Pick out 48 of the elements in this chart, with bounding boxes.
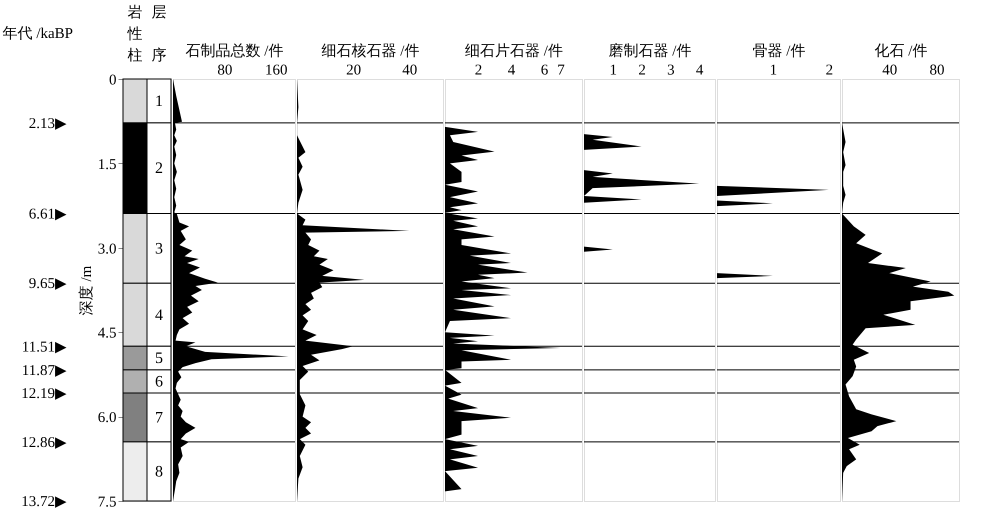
x-tick-label: 6 — [540, 62, 549, 78]
series-label: 4 — [155, 306, 163, 324]
y-tick-label: 6.0 — [98, 410, 116, 426]
x-axis-title: 细石片石器 /件 — [465, 42, 563, 60]
x-tick-label: 1 — [610, 62, 618, 78]
series-label: 3 — [155, 240, 163, 258]
text: 11.51▶ — [22, 339, 67, 356]
series-label: 1 — [155, 92, 163, 110]
x-tick-label: 4 — [696, 62, 704, 78]
x-tick-label: 2 — [474, 62, 482, 78]
text: 12.86▶ — [21, 434, 67, 451]
x-tick-label: 2 — [826, 62, 834, 78]
text: 13.72▶ — [21, 494, 67, 510]
x-tick-label: 40 — [882, 62, 898, 78]
x-tick-label: 7 — [557, 62, 566, 78]
text: 6.61▶ — [28, 206, 67, 222]
y-tick-label: 7.5 — [98, 494, 116, 510]
y-tick-label: 4.5 — [98, 326, 116, 342]
x-tick-label: 1 — [770, 62, 778, 78]
text: 11.87▶ — [22, 362, 67, 379]
category-label: 层序 — [152, 5, 166, 64]
series-label: 2 — [155, 160, 163, 178]
x-tick-label: 80 — [217, 62, 232, 78]
x-axis-title: 细石核石器 /件 — [322, 42, 420, 60]
series-label: 6 — [155, 373, 163, 390]
y-tick-label: 0 — [109, 72, 116, 88]
x-axis-title: 骨器 /件 — [752, 44, 806, 60]
x-axis-title: 石制品总数 /件 — [186, 42, 284, 60]
x-tick-label: 岩性柱 — [126, 4, 142, 64]
text: 年代 /kaBP — [2, 25, 73, 42]
y-tick-label: 1.5 — [98, 156, 116, 173]
series-label: 7 — [155, 409, 163, 426]
x-tick-label: 40 — [402, 62, 418, 78]
text: 12.19▶ — [21, 386, 67, 402]
series-label: 8 — [155, 463, 163, 480]
text: 2.13▶ — [28, 116, 67, 132]
x-tick-label: 80 — [930, 62, 945, 78]
x-tick-label: 3 — [667, 62, 675, 78]
x-tick-label: 2 — [638, 62, 646, 78]
x-axis-title: 化石 /件 — [874, 42, 928, 60]
y-tick-label: 3.0 — [98, 241, 116, 258]
y-axis-title: 深度 /m — [78, 265, 95, 316]
x-tick-label: 160 — [264, 62, 288, 78]
x-tick-label: 4 — [508, 62, 516, 78]
x-tick-label: 20 — [346, 62, 362, 78]
x-axis-title: 磨制石器 /件 — [608, 42, 692, 60]
text: 9.65▶ — [28, 276, 67, 292]
series-label: 5 — [155, 350, 163, 368]
